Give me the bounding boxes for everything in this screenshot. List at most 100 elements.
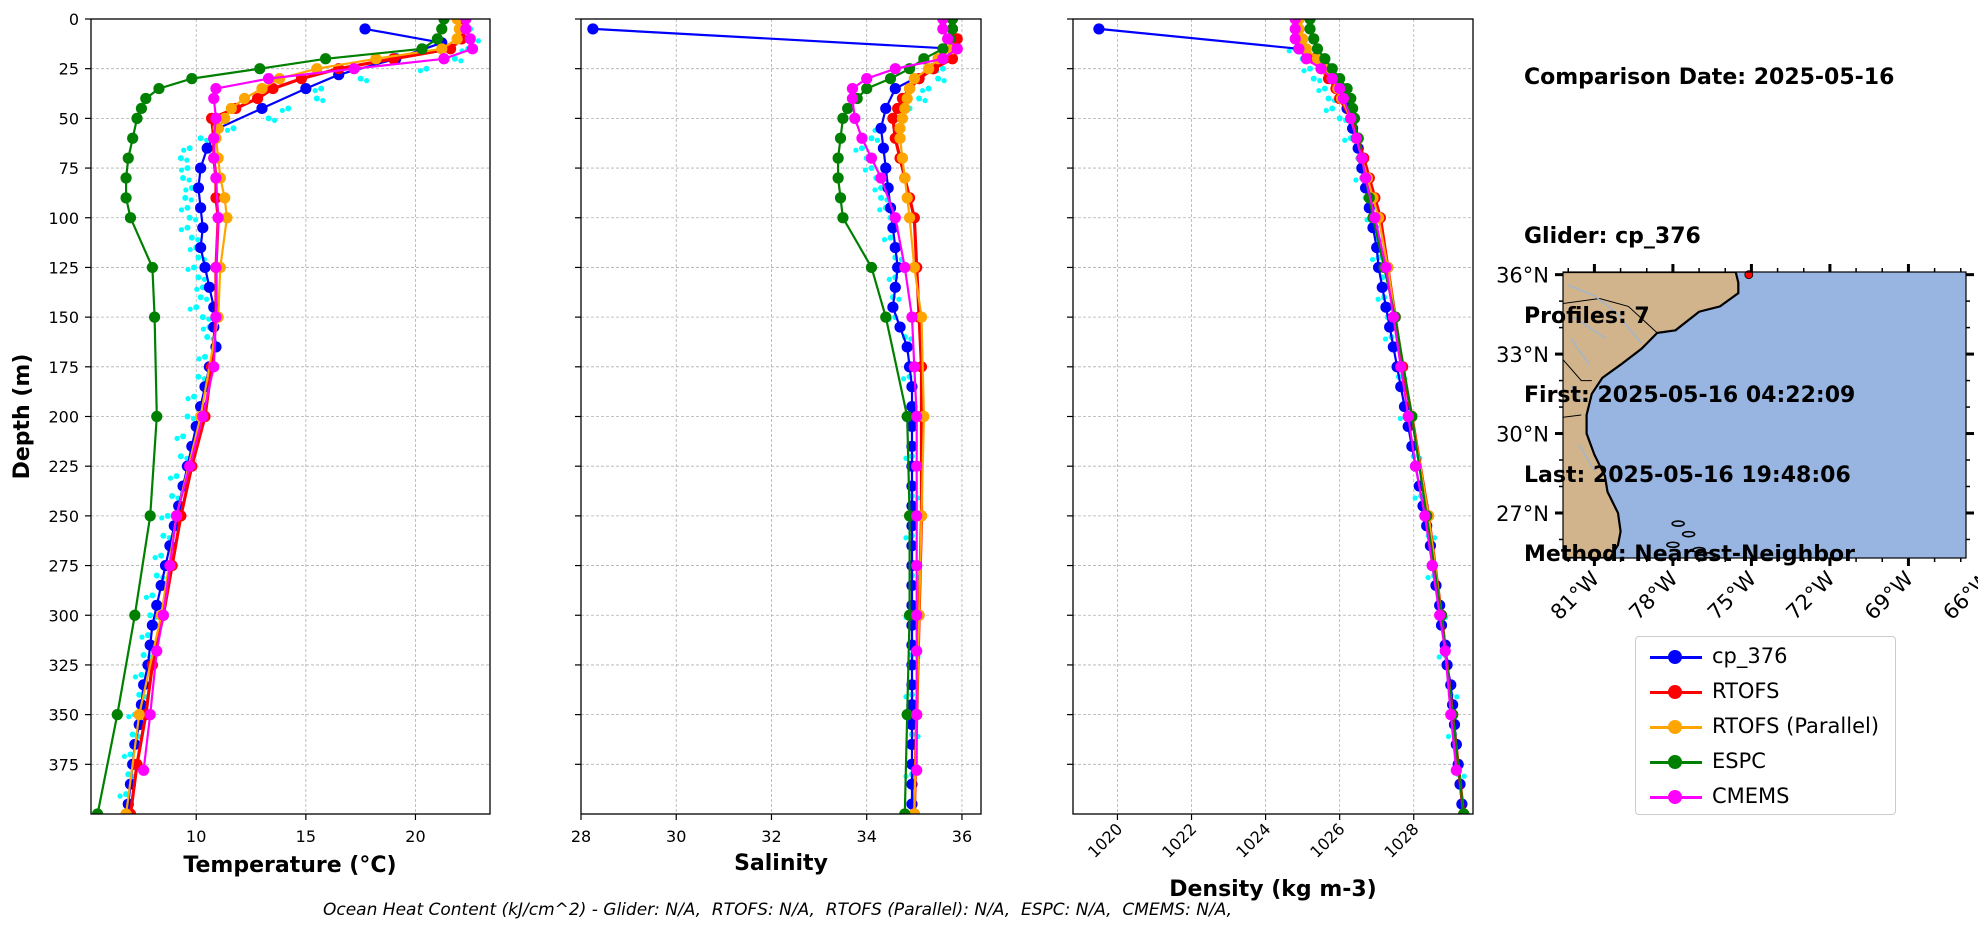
series-point: [946, 19, 959, 25]
glider-profile-point: [180, 175, 187, 181]
series-point: [151, 645, 163, 657]
legend-item-rtofs-parallel: RTOFS (Parallel): [1642, 709, 1892, 743]
x-tick-label: 15: [296, 827, 316, 846]
series-point: [151, 410, 163, 423]
series-point: [861, 82, 873, 95]
glider-profile-point: [185, 266, 191, 273]
island-outline: [1681, 530, 1696, 538]
glider-profile-point: [886, 276, 892, 282]
glider-profile-point: [903, 535, 909, 541]
glider-profile-point: [186, 177, 192, 183]
glider-profile-point: [1286, 48, 1292, 54]
glider-profile-point: [853, 147, 859, 153]
series-point: [1387, 311, 1399, 323]
river-line: [1570, 385, 1585, 403]
series-point: [186, 73, 198, 85]
series-line-cp-376: [127, 27, 447, 805]
series-point: [122, 152, 134, 164]
series-point: [157, 609, 169, 621]
series-point: [438, 53, 450, 65]
series-point: [195, 241, 207, 254]
series-point: [1315, 63, 1327, 75]
series-point: [311, 63, 323, 75]
lat-label: 33°N: [1496, 343, 1549, 367]
info-panel: Comparison Date: 2025-05-16 Glider: cp_3…: [1524, 12, 1894, 595]
series-point: [238, 92, 251, 105]
series-point: [1304, 19, 1316, 25]
glider-profile-point: [878, 194, 884, 201]
series-point: [267, 82, 279, 95]
glider-profile-point: [169, 493, 176, 499]
glider-profile-point: [126, 714, 132, 720]
series-point: [1356, 152, 1368, 164]
series-point: [197, 410, 209, 423]
glider-profile-point: [1316, 87, 1322, 94]
glider-position-marker: [1744, 270, 1754, 280]
map-content: [1563, 272, 1966, 558]
series-point: [896, 152, 909, 164]
glider-profile-point: [877, 207, 883, 213]
series-point: [911, 510, 923, 522]
series-point: [906, 311, 918, 323]
glider-profile-point: [1301, 68, 1307, 74]
series-point: [348, 63, 360, 75]
series-point: [887, 301, 899, 313]
legend-marker: [1668, 755, 1682, 769]
x-tick-label: 28: [571, 827, 591, 846]
series-group: [587, 19, 963, 814]
series-point: [906, 679, 918, 691]
glider-profile-point: [1307, 65, 1314, 72]
series-point: [151, 599, 163, 611]
series-point: [135, 102, 148, 115]
series-point: [899, 102, 911, 115]
series-point: [937, 53, 949, 65]
river-line: [1573, 316, 1606, 339]
series-point: [837, 112, 849, 124]
glider-profile-point: [941, 78, 947, 84]
glider-profile-point: [125, 771, 132, 778]
y-tick-label: 350: [48, 706, 79, 725]
glider-profile-point: [1342, 137, 1348, 143]
glider-profile-point: [138, 671, 145, 678]
series-point: [1380, 301, 1392, 313]
x-axis-label: Salinity: [734, 851, 828, 876]
first-time-text: First: 2025-05-16 04:22:09: [1524, 383, 1856, 408]
glider-profile-point: [1325, 95, 1332, 102]
glider-profile-point: [320, 97, 326, 104]
glider-profile-point: [188, 197, 194, 203]
series-point: [208, 92, 220, 105]
x-axis-label: Density (kg m-3): [1169, 877, 1377, 902]
series-point: [911, 460, 923, 472]
series-point: [210, 112, 222, 124]
series-point: [901, 410, 913, 423]
glider-profile-point: [184, 413, 191, 420]
glider-profile-point: [1310, 75, 1317, 82]
glider-profile-point: [186, 145, 193, 152]
series-point: [170, 510, 183, 522]
series-point: [129, 609, 141, 621]
series-point: [460, 23, 472, 35]
series-point: [1359, 172, 1372, 184]
y-tick-label: 325: [48, 656, 79, 675]
glider-profile-point: [173, 473, 180, 480]
series-point: [937, 23, 949, 35]
glider-profile-point: [458, 58, 464, 64]
series-point: [889, 82, 901, 95]
glider-profile-point: [191, 264, 198, 271]
glider-profile-point: [896, 296, 902, 302]
series-point: [127, 132, 139, 144]
series-point: [416, 43, 428, 55]
series-point: [911, 609, 923, 621]
glider-profile-point: [184, 157, 190, 163]
glider-profile-point: [451, 55, 458, 62]
legend-label: cp_376: [1712, 644, 1788, 668]
glider-profile-point: [1323, 107, 1329, 114]
series-point: [899, 808, 911, 814]
series-point: [923, 63, 935, 75]
series-point: [906, 400, 918, 413]
series-point: [875, 172, 887, 184]
series-point: [219, 192, 231, 204]
glider-profile-point: [178, 167, 185, 173]
glider-profile-point: [117, 793, 123, 799]
